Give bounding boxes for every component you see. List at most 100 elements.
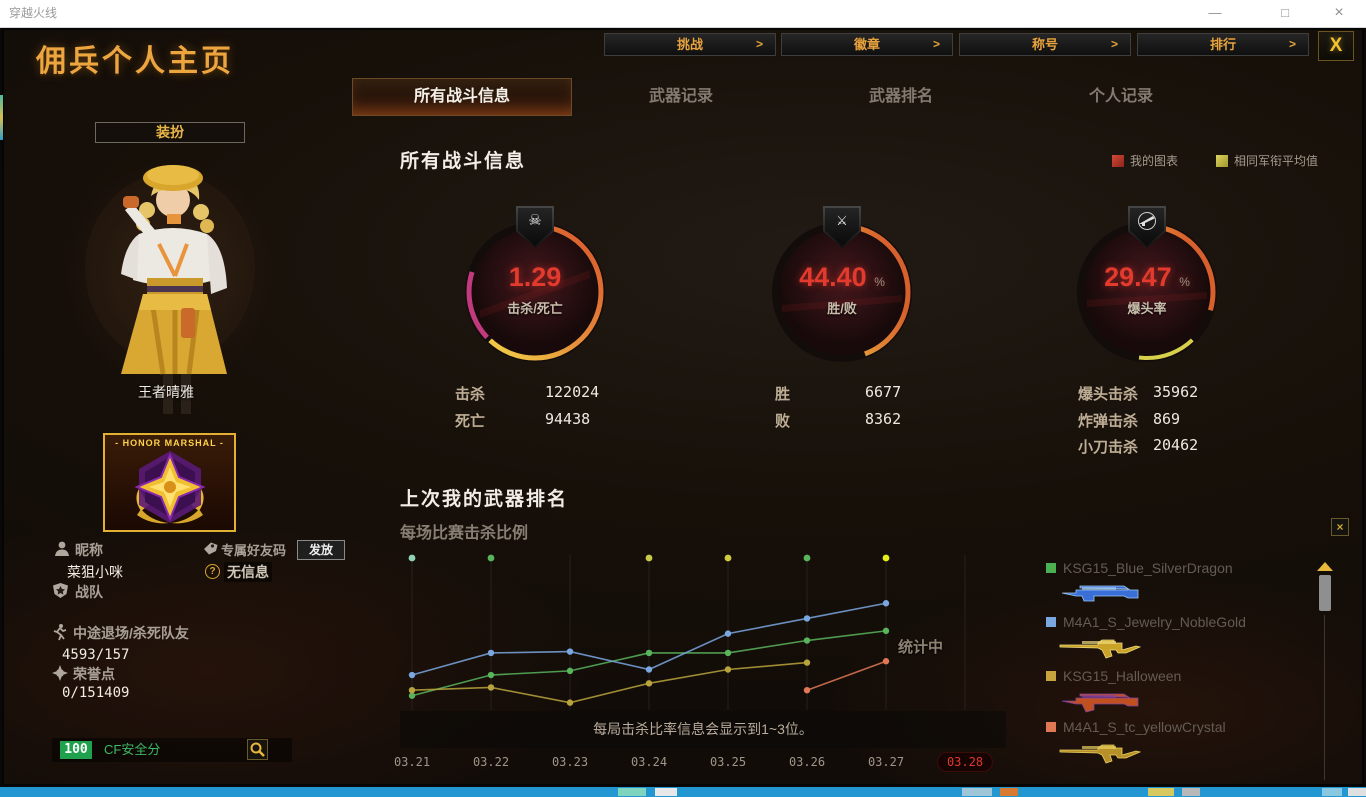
chart-note: 每局击杀比率信息会显示到1~3位。 <box>400 711 1006 748</box>
taskbar-block <box>1148 788 1174 796</box>
honor-points-label: 荣誉点 <box>73 666 115 682</box>
gauge-unit: % <box>874 275 885 289</box>
clan-shield-icon <box>53 583 68 598</box>
stat-headshot-kills-value: 35962 <box>1153 383 1199 401</box>
gauge-value: 29.47 % <box>1062 262 1232 293</box>
stat-deaths-value: 94438 <box>545 410 591 428</box>
weapon-thumbnail-m4a1-gold <box>1059 639 1142 659</box>
chart-date-label: 03.25 <box>709 755 747 769</box>
taskbar-block <box>1348 788 1366 796</box>
nav-button-title[interactable]: 称号 > <box>959 33 1131 56</box>
stat-headshot-kills-label: 爆头击杀 <box>1078 386 1139 403</box>
weapon-name: M4A1_S_Jewelry_NobleGold <box>1063 614 1246 630</box>
question-circle-icon[interactable]: ? <box>205 564 220 579</box>
stat-deaths-label: 死亡 <box>455 413 486 430</box>
series-color-swatch <box>1046 617 1056 627</box>
character-portrait <box>55 148 285 426</box>
nav-button-label: 排行 <box>1209 37 1236 52</box>
gauge-ring <box>1077 222 1217 362</box>
minimize-button[interactable]: — <box>1208 5 1222 20</box>
weapon-thumbnail-ksg15-blue <box>1061 585 1139 602</box>
safety-score-label: CF安全分 <box>104 742 161 757</box>
game-frame <box>2 28 1364 786</box>
combat-section-heading: 所有战斗信息 <box>400 151 527 172</box>
chart-status-text: 统计中 <box>898 639 944 656</box>
weapon-name: KSG15_Halloween <box>1063 668 1182 684</box>
rifle-glyph <box>1138 212 1156 230</box>
weapon-ranking-heading: 上次我的武器排名 <box>400 489 569 510</box>
stat-losses-label: 败 <box>775 413 791 430</box>
character-name: 王者晴雅 <box>138 384 194 400</box>
chart-date-label: 03.24 <box>630 755 668 769</box>
weapon-name: M4A1_S_tc_yellowCrystal <box>1063 719 1226 735</box>
skull-crossbones-icon: ☠ <box>516 206 554 248</box>
clan-label: 战队 <box>75 584 103 600</box>
legend-rank-average: 相同军衔平均值 <box>1216 152 1318 169</box>
page-close-button[interactable]: X <box>1318 31 1354 61</box>
honor-marshal-badge[interactable]: - HONOR MARSHAL - <box>103 433 236 532</box>
badge-title: - HONOR MARSHAL - <box>115 438 224 448</box>
weapon-item[interactable]: KSG15_Halloween <box>1046 668 1306 718</box>
desktop-edge-sliver <box>0 95 3 140</box>
tab-personal-records[interactable]: 个人记录 <box>1088 88 1153 105</box>
weapon-item[interactable]: M4A1_S_Jewelry_NobleGold <box>1046 614 1306 664</box>
friend-code-label: 专属好友码 <box>221 543 287 558</box>
nickname-value: 菜狙小咪 <box>67 564 123 580</box>
gauge-label: 击杀/死亡 <box>507 301 563 316</box>
person-icon <box>55 541 69 556</box>
crossed-rifles-icon: ⚔ <box>823 206 861 248</box>
safety-score-lookup-button[interactable] <box>247 739 268 760</box>
window-close-button[interactable]: × <box>1334 4 1344 21</box>
nav-button-ranking[interactable]: 排行 > <box>1137 33 1309 56</box>
character-figure-art <box>85 165 255 414</box>
series-color-swatch <box>1046 722 1056 732</box>
weapon-panel-close-icon[interactable]: × <box>1331 518 1349 536</box>
chart-date-axis: 03.21 03.22 03.23 03.24 03.25 03.26 03.27 03.28 <box>394 752 1006 774</box>
chevron-right-icon: > <box>932 37 940 51</box>
gauge-label: 胜/败 <box>827 301 857 316</box>
tab-all-combat-info[interactable]: 所有战斗信息 <box>352 78 572 116</box>
chevron-right-icon: > <box>1288 37 1296 51</box>
taskbar-block <box>962 788 992 796</box>
safety-score-value: 100 <box>60 741 92 759</box>
legend-label: 我的图表 <box>1130 154 1179 168</box>
maximize-button[interactable]: □ <box>1281 5 1289 20</box>
magnifier-icon <box>250 742 265 757</box>
honor-points-value: 0/151409 <box>62 685 130 701</box>
scroll-up-arrow-icon[interactable] <box>1317 562 1333 571</box>
gauge-win-loss: 44.40 % 胜/败 ⚔ <box>757 200 927 385</box>
legend-label: 相同军衔平均值 <box>1234 154 1319 168</box>
gauge-headshot-rate: 29.47 % 爆头率 <box>1062 200 1232 385</box>
chart-date-label: 03.28 <box>936 752 994 772</box>
chart-date-label: 03.27 <box>867 755 905 769</box>
gauge-value: 1.29 <box>450 262 620 293</box>
rifle-icon <box>1128 206 1166 248</box>
gauge-ring <box>772 222 912 362</box>
tab-weapon-ranking[interactable]: 武器排名 <box>868 88 933 105</box>
os-titlebar: 穿越火线 — □ × <box>0 0 1366 28</box>
gauge-number: 44.40 <box>799 262 867 292</box>
nickname-label: 昵称 <box>75 542 103 558</box>
taskbar-block <box>1322 788 1342 796</box>
legend-my-chart: 我的图表 <box>1112 152 1178 169</box>
weapon-thumbnail-m4a1-yellow <box>1059 744 1142 764</box>
quit-teamkill-label: 中途退场/杀死队友 <box>73 625 189 641</box>
nav-button-badge[interactable]: 徽章 > <box>781 33 953 56</box>
weapon-item[interactable]: M4A1_S_tc_yellowCrystal <box>1046 719 1306 769</box>
chart-date-label: 03.23 <box>551 755 589 769</box>
scrollbar-thumb[interactable] <box>1319 575 1331 611</box>
gauge-number: 29.47 <box>1104 262 1172 292</box>
tab-weapon-records[interactable]: 武器记录 <box>648 88 713 105</box>
nav-button-challenge[interactable]: 挑战 > <box>604 33 776 56</box>
weapon-item[interactable]: KSG15_Blue_SilverDragon <box>1046 560 1306 610</box>
stat-wins-value: 6677 <box>865 383 902 401</box>
my-chart-swatch <box>1112 154 1124 167</box>
issue-friend-code-button[interactable]: 发放 <box>297 540 345 560</box>
friend-code-icon <box>204 542 218 555</box>
nav-button-label: 称号 <box>1031 37 1058 52</box>
stat-wins-label: 胜 <box>775 386 791 403</box>
dress-up-button[interactable]: 装扮 <box>95 122 245 143</box>
quit-teamkill-value: 4593/157 <box>62 647 130 663</box>
weapon-thumbnail-ksg15-halloween <box>1061 693 1139 713</box>
gauge-unit: % <box>1179 275 1190 289</box>
